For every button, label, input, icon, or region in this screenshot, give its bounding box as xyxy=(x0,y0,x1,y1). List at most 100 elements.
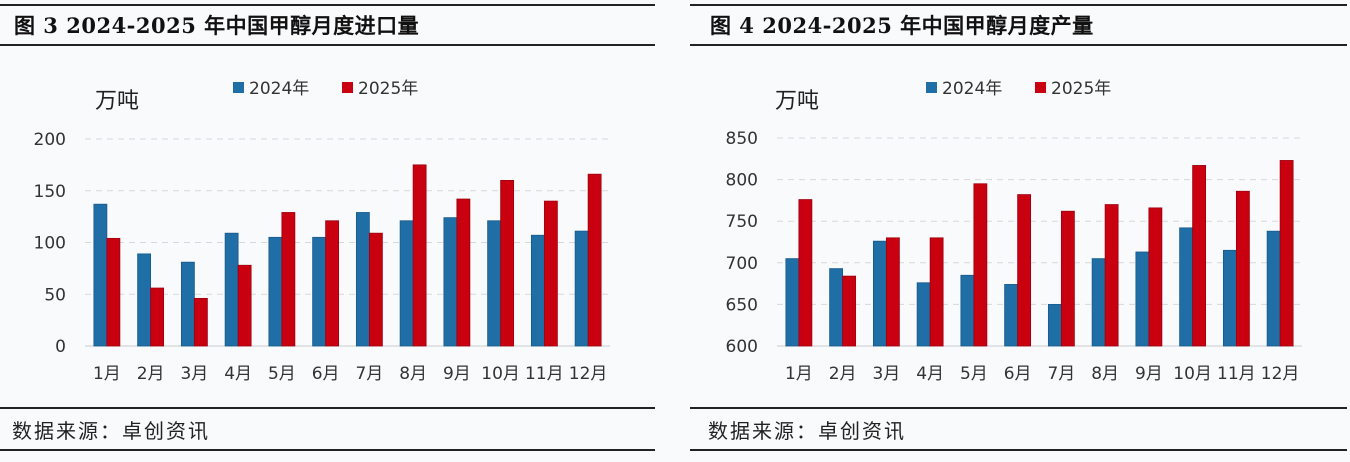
top-rule xyxy=(0,4,655,6)
figure-title: 图 3 2024-2025 年中国甲醇月度进口量 xyxy=(14,13,420,38)
bar-2025年-12月 xyxy=(1279,160,1294,347)
bar-2024年-6月 xyxy=(312,236,327,347)
bar-2024年-10月 xyxy=(1179,227,1194,347)
bar-2025年-3月 xyxy=(885,237,900,347)
legend-item-2025年: 2025年 xyxy=(1035,79,1111,99)
bar-2025年-5月 xyxy=(281,212,296,347)
y-tick-label: 650 xyxy=(726,295,758,315)
y-tick-label: 800 xyxy=(726,171,758,191)
x-tick-label: 2月 xyxy=(137,364,165,384)
x-tick-label: 5月 xyxy=(268,364,296,384)
x-tick-label: 11月 xyxy=(525,364,564,384)
x-tick-label: 2月 xyxy=(829,364,857,384)
bottom-rule xyxy=(690,449,1347,451)
x-tick-label: 3月 xyxy=(180,364,208,384)
bar-2025年-2月 xyxy=(842,275,857,347)
x-tick-label: 8月 xyxy=(399,364,427,384)
x-tick-label: 12月 xyxy=(1261,364,1300,384)
x-tick-label: 5月 xyxy=(960,364,988,384)
bar-2025年-8月 xyxy=(1104,204,1119,347)
bar-2024年-9月 xyxy=(1135,251,1150,347)
y-axis-unit-label: 万吨 xyxy=(775,89,819,114)
bar-2024年-4月 xyxy=(224,232,239,347)
source-top-rule xyxy=(690,407,1347,409)
y-tick-label: 200 xyxy=(34,130,66,150)
bar-2025年-3月 xyxy=(193,297,208,347)
bar-2024年-7月 xyxy=(355,212,370,347)
bar-2025年-9月 xyxy=(456,198,471,347)
source-top-rule xyxy=(0,407,655,409)
bar-chart-production: 万吨 2024年 2025年 600 650 700 750 800 850 1月 2月 3月 4月 5月… xyxy=(726,79,1302,384)
legend-item-2025年: 2025年 xyxy=(342,79,418,99)
data-source: 数据来源：卓创资讯 xyxy=(708,419,906,443)
bar-2025年-4月 xyxy=(929,237,944,347)
legend-swatch xyxy=(1035,82,1046,93)
bar-2025年-6月 xyxy=(325,220,340,347)
x-tick-label: 1月 xyxy=(785,364,813,384)
bar-2024年-1月 xyxy=(785,258,800,347)
legend-label: 2025年 xyxy=(358,79,418,99)
bar-2025年-12月 xyxy=(587,173,602,347)
legend-label: 2025年 xyxy=(1051,79,1111,99)
bar-2024年-2月 xyxy=(137,253,152,347)
x-tick-label: 9月 xyxy=(443,364,471,384)
bar-2024年-4月 xyxy=(916,282,931,347)
legend-swatch xyxy=(926,82,937,93)
bar-2024年-8月 xyxy=(1091,258,1106,347)
x-tick-label: 3月 xyxy=(872,364,900,384)
bar-2024年-12月 xyxy=(574,230,589,347)
bar-2025年-1月 xyxy=(106,237,121,347)
x-tick-label: 12月 xyxy=(569,364,608,384)
bar-chart-imports: 万吨 2024年 2025年 0 50 100 150 200 1月 2月 3月 4月 5月 6月 7月 8月… xyxy=(34,79,610,384)
x-tick-label: 6月 xyxy=(312,364,340,384)
x-tick-label: 9月 xyxy=(1135,364,1163,384)
bar-2025年-9月 xyxy=(1148,207,1163,347)
y-tick-label: 600 xyxy=(726,337,758,357)
bar-2024年-11月 xyxy=(1222,249,1237,347)
y-axis-unit-label: 万吨 xyxy=(95,89,139,114)
x-tick-label: 7月 xyxy=(1047,364,1075,384)
bar-2024年-8月 xyxy=(399,220,414,347)
bar-2024年-5月 xyxy=(268,236,283,347)
y-tick-label: 700 xyxy=(726,254,758,274)
bar-2025年-1月 xyxy=(798,199,813,347)
x-tick-label: 10月 xyxy=(1173,364,1212,384)
bar-2024年-2月 xyxy=(829,268,844,347)
x-tick-label: 4月 xyxy=(224,364,252,384)
x-tick-label: 4月 xyxy=(916,364,944,384)
bar-2024年-3月 xyxy=(872,240,887,347)
legend-swatch xyxy=(342,82,353,93)
bottom-rule xyxy=(0,449,655,451)
x-tick-label: 10月 xyxy=(481,364,520,384)
bar-2025年-11月 xyxy=(543,200,558,347)
top-rule xyxy=(690,4,1347,6)
x-tick-label: 8月 xyxy=(1091,364,1119,384)
bar-2025年-5月 xyxy=(973,183,988,347)
bar-2024年-6月 xyxy=(1004,284,1019,347)
bar-2024年-1月 xyxy=(93,203,108,347)
y-tick-label: 0 xyxy=(55,337,66,357)
bar-2025年-6月 xyxy=(1017,194,1032,347)
data-source: 数据来源：卓创资讯 xyxy=(12,419,210,443)
y-tick-label: 50 xyxy=(44,285,66,305)
legend-item-2024年: 2024年 xyxy=(926,79,1002,99)
bar-2024年-11月 xyxy=(530,234,545,347)
legend-item-2024年: 2024年 xyxy=(233,79,309,99)
chart-panel-production: 图 4 2024-2025 年中国甲醇月度产量 万吨 2024年 2025年 600 6… xyxy=(690,0,1350,462)
y-tick-label: 150 xyxy=(34,182,66,202)
bar-2024年-10月 xyxy=(487,220,502,347)
bar-2024年-5月 xyxy=(960,274,975,347)
bar-2025年-7月 xyxy=(1060,210,1075,347)
bar-2024年-7月 xyxy=(1047,303,1062,347)
y-tick-label: 850 xyxy=(726,129,758,149)
chart-panel-imports: 图 3 2024-2025 年中国甲醇月度进口量 万吨 2024年 2025年 0 50… xyxy=(0,0,660,462)
bar-2025年-7月 xyxy=(368,232,383,347)
y-tick-label: 750 xyxy=(726,212,758,232)
x-tick-label: 11月 xyxy=(1217,364,1256,384)
bar-2025年-11月 xyxy=(1235,190,1250,347)
bar-2025年-10月 xyxy=(1192,165,1207,347)
x-tick-label: 7月 xyxy=(355,364,383,384)
bar-2025年-2月 xyxy=(150,287,165,347)
bar-2025年-10月 xyxy=(500,179,515,347)
bar-2024年-9月 xyxy=(443,217,458,347)
